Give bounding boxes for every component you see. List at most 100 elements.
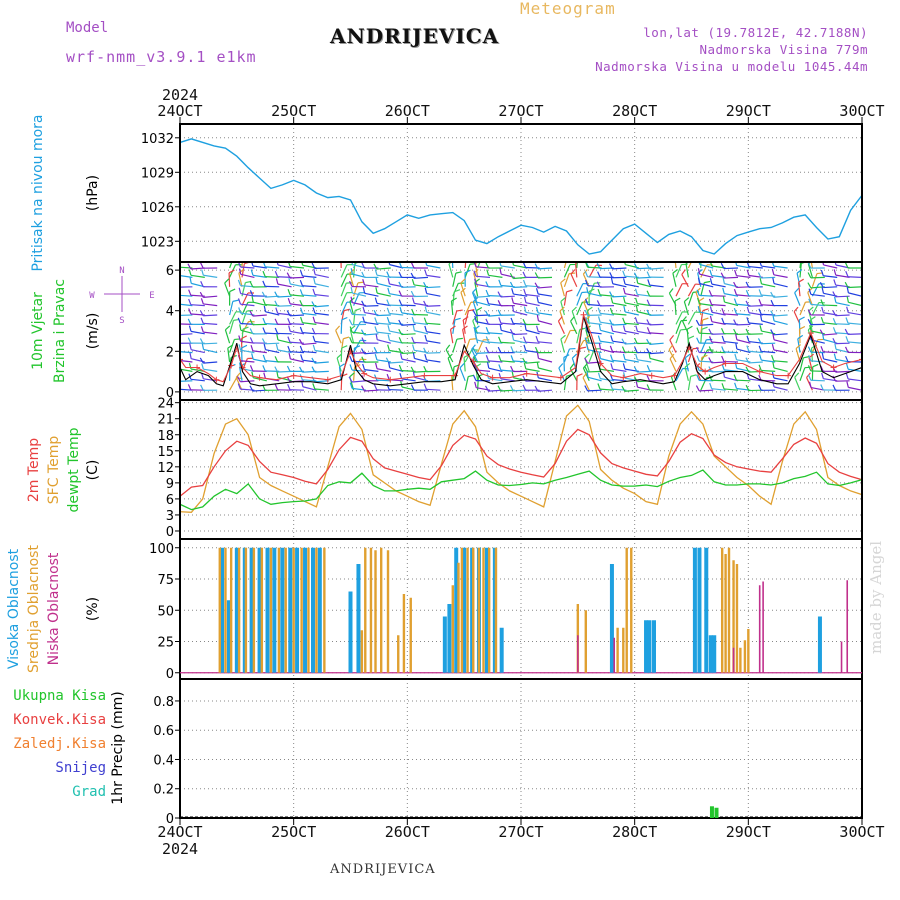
wind-barb <box>576 283 584 297</box>
wind-barb-flag <box>635 325 638 332</box>
wind-barb-flag <box>509 272 514 279</box>
wind-barb <box>239 366 243 381</box>
wind-barb-flag <box>473 326 477 333</box>
wind-barb <box>513 293 528 297</box>
wind-barb-flag <box>199 357 204 364</box>
wind-barb <box>376 368 391 372</box>
wind-barb <box>683 301 689 316</box>
wind-barb-flag <box>485 355 490 362</box>
wind-barb <box>389 388 404 391</box>
wind-barb-flag <box>524 324 527 331</box>
wind-barb <box>203 295 218 298</box>
wind-barb-flag <box>354 345 361 349</box>
wind-barb <box>181 275 193 278</box>
wind-barb-flag <box>485 336 490 343</box>
wind-barb <box>687 311 696 325</box>
wind-barb-flag <box>610 354 614 361</box>
wind-barb-flag <box>772 314 775 322</box>
wind-barb-flag <box>410 384 415 391</box>
wind-barb-flag <box>745 300 750 307</box>
wind-barb <box>563 357 565 372</box>
cloud-bar <box>224 547 227 673</box>
wind-barb <box>289 276 305 279</box>
wind-barb-flag <box>188 325 192 332</box>
wind-barb <box>265 342 280 345</box>
wind-barb-flag <box>598 343 602 350</box>
wind-barb <box>426 322 441 325</box>
wind-barb <box>426 305 441 307</box>
wind-barb <box>823 358 838 363</box>
wind-barb-flag <box>683 297 690 303</box>
wind-barb-flag <box>411 308 415 315</box>
wind-barb <box>672 273 677 287</box>
wind-barb <box>563 291 568 306</box>
wind-barb-flag <box>274 384 279 391</box>
wind-barb-flag <box>386 271 390 278</box>
wind-barb-flag <box>563 354 570 358</box>
wind-barb <box>724 301 739 307</box>
wind-barb-flag <box>536 352 540 359</box>
y-tick-label: 1023 <box>141 235 174 250</box>
wind-barb <box>773 333 788 336</box>
wind-barb <box>811 283 820 297</box>
wind-barb-flag <box>200 317 204 324</box>
wind-barb <box>624 283 639 288</box>
wind-barb <box>525 329 540 335</box>
wind-barb-flag <box>624 263 626 265</box>
wind-barb-flag <box>578 252 584 254</box>
wind-barb <box>364 305 379 307</box>
wind-barb <box>349 329 355 344</box>
wind-barb-flag <box>262 280 266 287</box>
x-tick-label: 26OCT <box>385 102 430 120</box>
wind-barb-flag <box>244 263 249 265</box>
wind-barb <box>675 320 682 335</box>
wind-barb <box>761 342 776 345</box>
wind-barb <box>612 368 627 372</box>
wind-barb-flag <box>354 263 358 265</box>
wind-barb-flag <box>772 333 775 340</box>
wind-barb <box>477 263 481 269</box>
wind-barb-flag <box>610 363 614 370</box>
wind-barb-flag <box>411 336 415 343</box>
wind-barb-flag <box>373 384 378 391</box>
wind-barb-flag <box>635 353 638 360</box>
wind-barb <box>414 322 429 325</box>
wind-barb-flag <box>747 263 750 267</box>
wind-barb-flag <box>697 277 701 284</box>
cloud-bar <box>692 547 697 673</box>
cloud-bar <box>356 564 361 673</box>
cloud-bar <box>442 616 447 673</box>
wind-barb <box>724 293 739 297</box>
wind-barb-flag <box>362 287 366 294</box>
cloud-bar <box>226 600 231 673</box>
wind-barb-flag <box>585 343 589 350</box>
wind-barb <box>314 349 329 354</box>
wind-barb-flag <box>846 286 849 293</box>
wind-barb-flag <box>360 329 365 336</box>
wind-barb-flag <box>822 333 825 340</box>
wind-barb <box>376 314 391 317</box>
wind-barb-flag <box>350 287 353 294</box>
wind-barb-flag <box>844 328 849 335</box>
wind-barb <box>649 284 664 288</box>
x-tick-label: 29OCT <box>726 823 771 841</box>
wind-barb <box>736 294 751 297</box>
wind-barb-flag <box>349 372 355 378</box>
wind-barb <box>413 341 429 344</box>
wind-barb-flag <box>274 366 279 373</box>
wind-barb-flag <box>375 362 378 369</box>
y-tick-label: 12 <box>157 461 174 476</box>
wind-barb-flag <box>634 288 638 295</box>
wind-barb <box>240 349 255 354</box>
wind-barb <box>748 350 763 354</box>
wind-barb-flag <box>348 319 353 326</box>
wind-barb-flag <box>263 263 266 268</box>
cloud-bar <box>265 547 270 673</box>
wind-barb <box>649 352 664 355</box>
wind-barb <box>649 267 664 270</box>
wind-barb-flag <box>695 287 701 293</box>
cloud-bar <box>249 547 254 673</box>
wind-barb-flag <box>462 316 469 321</box>
wind-barb-flag <box>709 315 713 322</box>
dewpt-label: dewpt Temp <box>66 427 82 512</box>
